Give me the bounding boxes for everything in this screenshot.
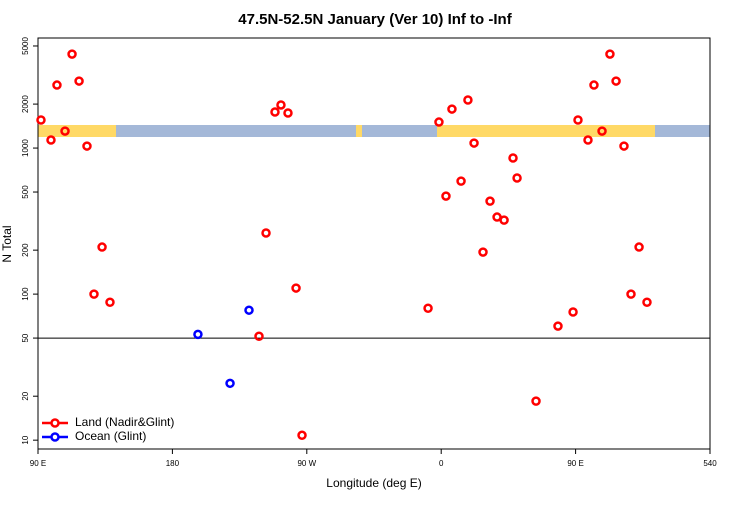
plot-frame	[37, 37, 711, 450]
y-tick-label: 10	[21, 435, 30, 444]
point	[89, 289, 99, 299]
point	[583, 135, 593, 145]
point	[499, 215, 509, 225]
point	[447, 104, 457, 114]
point	[463, 95, 473, 105]
point	[456, 176, 466, 186]
point	[423, 303, 433, 314]
legend-marker	[50, 432, 60, 442]
x-tick-label: 90 E	[30, 459, 46, 468]
point	[573, 115, 583, 125]
y-tick-label: 2000	[21, 95, 30, 113]
x-axis-label: Longitude (deg E)	[326, 476, 421, 490]
chart-title: 47.5N-52.5N January (Ver 10) Inf to -Inf	[238, 11, 512, 28]
y-axis-label: N Total	[0, 225, 14, 262]
point	[97, 242, 107, 252]
point	[67, 49, 77, 59]
point	[568, 307, 578, 317]
point	[508, 153, 518, 163]
point	[589, 80, 599, 90]
point	[225, 378, 235, 389]
point	[642, 297, 652, 307]
x-tick-label: 0	[439, 459, 444, 468]
point	[283, 108, 293, 118]
point	[244, 305, 254, 315]
point	[105, 297, 115, 307]
point	[36, 115, 46, 125]
point	[611, 76, 621, 86]
y-tick-label: 100	[21, 287, 30, 301]
point	[297, 430, 307, 441]
point	[434, 117, 444, 127]
point	[193, 329, 203, 340]
point	[512, 173, 522, 183]
y-tick-label: 50	[21, 333, 30, 342]
point	[60, 126, 70, 136]
y-tick-label: 20	[21, 391, 30, 400]
point	[478, 247, 488, 257]
y-tick-label: 5000	[21, 37, 30, 55]
y-tick-label: 1000	[21, 139, 30, 157]
y-tick-label: 500	[21, 185, 30, 199]
point	[605, 49, 615, 59]
point	[597, 126, 607, 136]
land-ocean-band	[38, 125, 710, 137]
point	[291, 283, 301, 293]
x-tick-label: 90 E	[567, 459, 583, 468]
point	[46, 135, 56, 145]
x-tick-label: 90 W	[297, 459, 316, 468]
x-tick-label: 180	[166, 459, 180, 468]
point	[254, 331, 264, 341]
point	[74, 76, 84, 86]
x-tick-label: 540	[703, 459, 717, 468]
point	[469, 138, 479, 148]
point	[276, 100, 286, 110]
point	[485, 196, 495, 206]
legend-label: Land (Nadir&Glint)	[75, 415, 174, 429]
point	[82, 141, 92, 151]
y-tick-label: 200	[21, 243, 30, 257]
point	[634, 242, 644, 252]
point	[531, 396, 541, 406]
point	[441, 191, 451, 201]
point	[553, 321, 563, 331]
point	[619, 141, 629, 151]
point	[270, 107, 280, 117]
point	[261, 228, 271, 238]
legend-label: Ocean (Glint)	[75, 429, 146, 443]
point	[52, 80, 62, 90]
legend-marker	[50, 418, 60, 428]
point	[626, 289, 636, 299]
